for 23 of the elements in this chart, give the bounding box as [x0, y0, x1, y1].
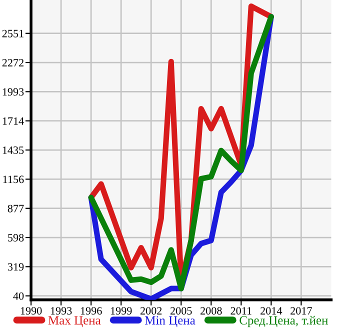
y-tick-label: 598	[8, 234, 24, 242]
legend-label: Сред.Цена, т.йен	[240, 316, 328, 328]
y-tick-label: 319	[8, 263, 24, 271]
y-tick-label: 877	[8, 204, 24, 212]
x-tick-label: 1996	[80, 307, 102, 315]
x-tick-label: 2017	[290, 307, 312, 315]
y-tick-label: 2272	[2, 59, 24, 66]
y-tick-label: 1714	[2, 117, 24, 125]
x-tick-label: 2011	[230, 307, 252, 315]
y-tick-label: 2551	[2, 30, 24, 38]
y-tick-label: 1435	[2, 146, 24, 154]
legend-label: Min Цена	[144, 316, 196, 328]
x-tick-label: 2014	[260, 307, 282, 315]
y-tick-label: 40	[13, 292, 24, 300]
y-tick-label: 1156	[3, 176, 24, 184]
legend-label: Max Цена	[48, 316, 101, 328]
x-tick-label: 1999	[110, 307, 132, 315]
x-tick-label: 1993	[50, 307, 72, 315]
x-tick-label: 2005	[170, 307, 192, 315]
y-tick-label: 1993	[2, 88, 24, 96]
x-tick-label: 2008	[200, 307, 222, 315]
x-tick-label: 1990	[20, 307, 42, 315]
x-tick-label: 2002	[140, 307, 162, 315]
